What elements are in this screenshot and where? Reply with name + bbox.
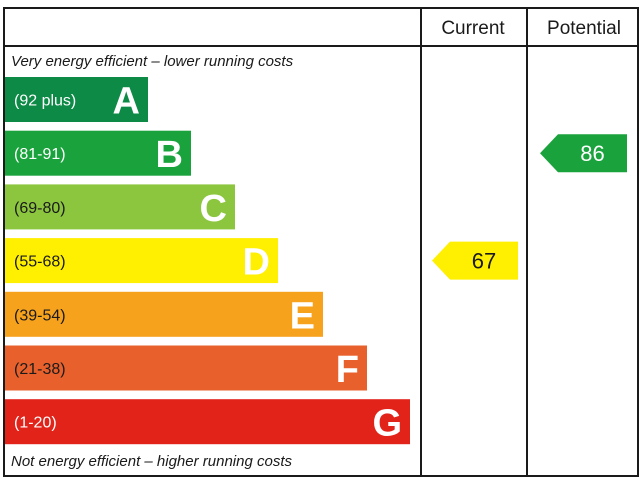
rating-bands: (92 plus) A (81-91) B (69-80) C (55-68) D (39-54… [5, 77, 410, 445]
band-f-range-label: (21-38) [14, 361, 66, 378]
bottom-efficiency-note: Not energy efficient – higher running co… [11, 453, 292, 470]
band-g-letter: G [372, 403, 402, 445]
current-column-header: Current [441, 18, 505, 39]
band-c-letter: C [200, 188, 227, 230]
potential-rating-value: 86 [580, 141, 604, 166]
band-e-letter: E [290, 295, 315, 337]
band-d-bar [5, 238, 278, 284]
potential-rating-arrow [540, 134, 627, 173]
band-a-range-label: (92 plus) [14, 93, 76, 110]
band-g-range-label: (1-20) [14, 415, 57, 432]
band-g-bar [5, 399, 410, 445]
band-c-bar [5, 184, 235, 230]
band-b-letter: B [156, 134, 183, 176]
band-f-bar [5, 345, 367, 391]
band-f-letter: F [336, 349, 359, 391]
band-b-bar [5, 130, 191, 176]
band-a-letter: A [113, 81, 140, 123]
band-e-range-label: (39-54) [14, 307, 66, 324]
chart-frame [3, 7, 639, 477]
potential-column-header: Potential [547, 18, 621, 39]
band-d-range-label: (55-68) [14, 254, 66, 271]
band-a-bar [5, 77, 148, 122]
rating-indicators: 67 86 [432, 134, 627, 280]
band-c-range-label: (69-80) [14, 200, 66, 217]
band-e-bar [5, 291, 323, 337]
band-b-range-label: (81-91) [14, 146, 66, 163]
band-d-letter: D [243, 242, 270, 284]
current-rating-arrow [432, 241, 518, 280]
current-rating-value: 67 [472, 249, 496, 274]
top-efficiency-note: Very energy efficient – lower running co… [11, 53, 294, 70]
